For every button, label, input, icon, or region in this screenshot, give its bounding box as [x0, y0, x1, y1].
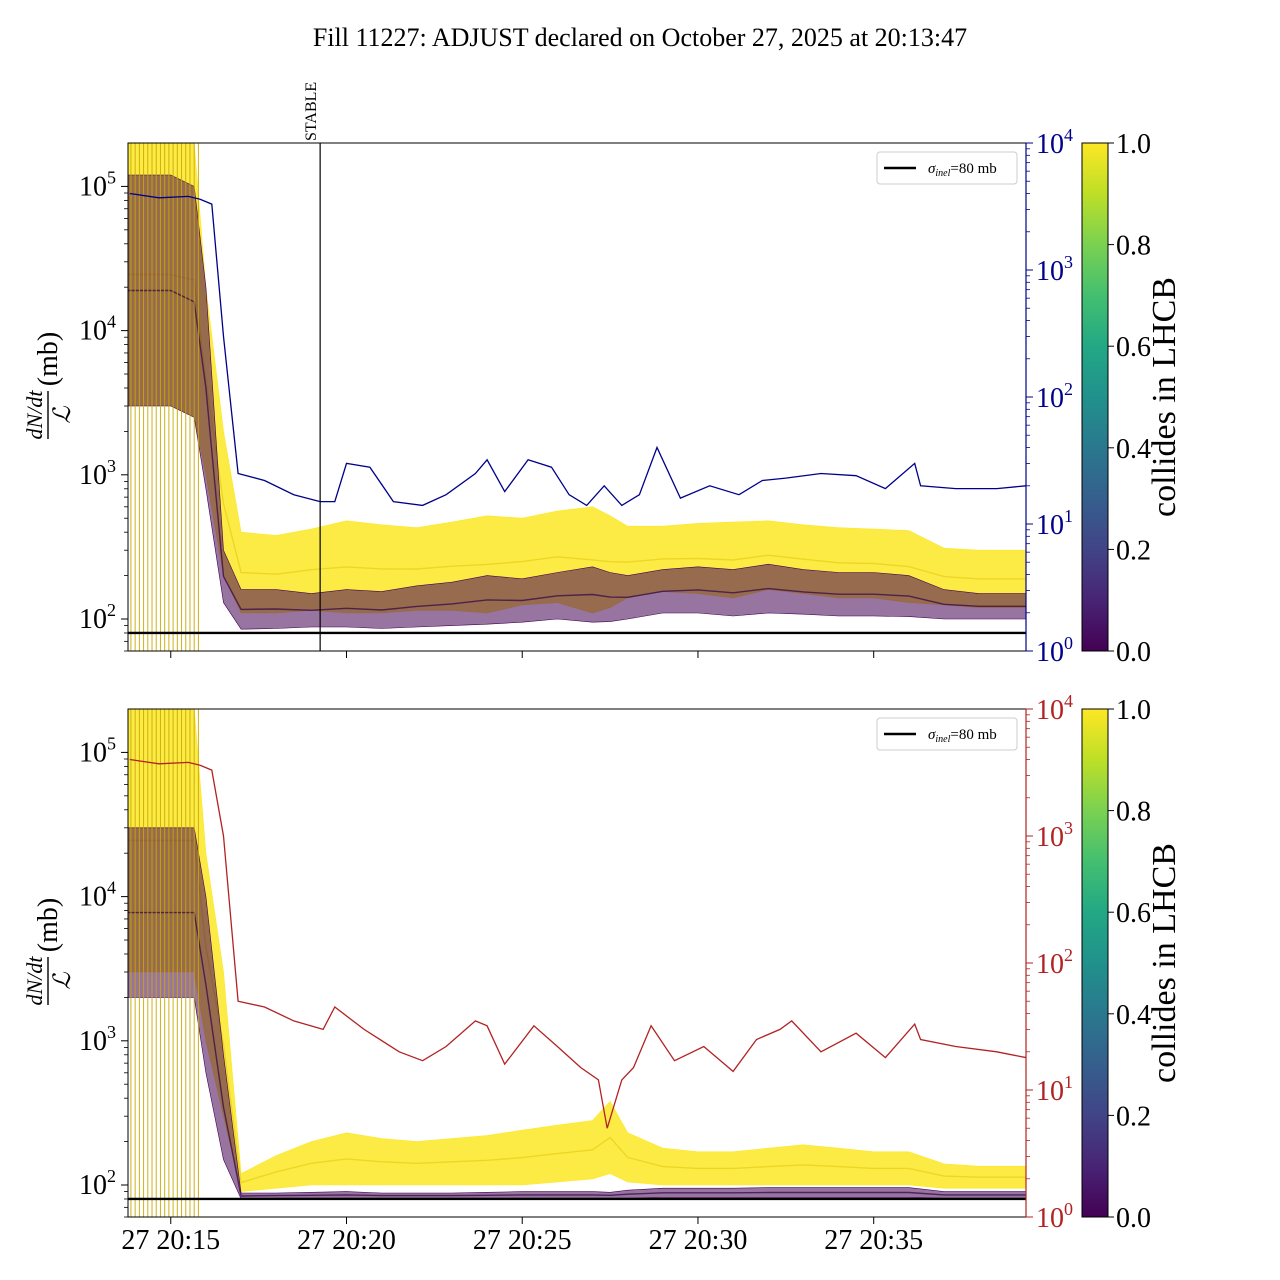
colorbar-tick-label-0-3: 0.6: [1116, 332, 1151, 363]
top-panel: 102 103 104 105 100 101 102 103 104 dN/dt ℒ (mb…: [22, 82, 1183, 668]
bottom-right-axis: 100 101 102 103 104: [1025, 691, 1073, 1234]
top-colorbar-label: collides in LHCB: [1146, 277, 1183, 517]
top-right-axis: 100 101 102 103 104: [1025, 125, 1073, 668]
top-colorbar: 0.0 0.2 0.4 0.6 0.8 1.0 collides in LHCB: [1081, 129, 1183, 668]
top-legend-symbol: σ: [928, 161, 936, 177]
top-ylabel-numerator: dN/dt: [22, 390, 47, 440]
colorbar-tick-label-0-2: 0.4: [1116, 434, 1151, 465]
top-ylabel-denominator: ℒ: [50, 406, 76, 424]
bottom-colorbar: 0.0 0.2 0.4 0.6 0.8 1.0 collides in LHCB: [1081, 695, 1183, 1234]
bottom-legend-text: =80 mb: [950, 727, 996, 743]
x-tick-label-0: 27 20:15: [121, 1225, 220, 1256]
envelope-colliding-1: [128, 709, 1026, 1192]
right-tick-label-1-4: 104: [1036, 691, 1073, 726]
top-legend-box: [876, 151, 1018, 185]
x-tick-label-1: 27 20:20: [297, 1225, 396, 1256]
right-tick-label-1-3: 103: [1036, 818, 1073, 853]
bottom-colorbar-ticks: 0.0 0.2 0.4 0.6 0.8 1.0: [1108, 695, 1151, 1234]
bottom-x-axis: 27 20:15 27 20:20 27 20:25 27 20:30 27 20:35: [121, 1217, 923, 1256]
right-tick-label-1-0: 100: [1036, 1199, 1073, 1234]
bottom-plot-area: [128, 709, 1026, 1217]
bottom-legend-label: σinel=80 mb: [928, 727, 997, 745]
top-legend-label: σinel=80 mb: [928, 161, 997, 179]
bottom-ylabel-denominator: ℒ: [50, 972, 76, 990]
top-ylabel-unit: (mb): [33, 332, 64, 386]
top-colorbar-ticks: 0.0 0.2 0.4 0.6 0.8 1.0: [1108, 129, 1151, 668]
bottom-legend-subscript: inel: [935, 734, 950, 745]
bottom-colorbar-gradient: [1081, 708, 1109, 1218]
right-tick-label-1-2: 102: [1036, 945, 1073, 980]
right-tick-label-0-0: 100: [1036, 633, 1073, 668]
envelope-non-colliding-0: [128, 174, 1026, 630]
x-tick-label-4: 27 20:35: [824, 1225, 923, 1256]
colorbar-tick-label-0-4: 0.8: [1116, 231, 1151, 262]
colorbar-tick-label-1-5: 1.0: [1116, 695, 1151, 726]
left-tick-label-1-3: 105: [79, 733, 116, 768]
right-tick-label-1-1: 101: [1036, 1072, 1073, 1107]
envelope-center-0-0: [128, 273, 1026, 580]
x-tick-label-3: 27 20:30: [649, 1225, 748, 1256]
colorbar-tick-label-0-5: 1.0: [1116, 129, 1151, 160]
bottom-legend-symbol: σ: [928, 727, 936, 743]
left-tick-label-0-3: 105: [79, 167, 116, 202]
left-tick-label-1-0: 102: [79, 1166, 116, 1201]
envelope-center-1-1: [128, 911, 1026, 1197]
top-x-axis: [170, 651, 875, 658]
bottom-ylabel-unit: (mb): [33, 898, 64, 952]
x-tick-label-2: 27 20:25: [473, 1225, 572, 1256]
left-tick-label-0-1: 103: [79, 456, 116, 491]
left-tick-label-0-2: 104: [79, 312, 116, 347]
top-left-axis: 102 103 104 105: [79, 167, 128, 652]
colorbar-tick-label-0-0: 0.0: [1116, 637, 1151, 668]
bottom-left-axis: 102 103 104 105: [79, 733, 128, 1218]
colorbar-tick-label-1-4: 0.8: [1116, 797, 1151, 828]
colorbar-tick-label-0-1: 0.2: [1116, 535, 1151, 566]
envelope-center-0-1: [128, 839, 1026, 1184]
left-tick-label-0-0: 102: [79, 600, 116, 635]
right-tick-label-0-3: 103: [1036, 252, 1073, 287]
colorbar-tick-label-1-0: 0.0: [1116, 1203, 1151, 1234]
bottom-y-axis-label: dN/dt ℒ (mb): [22, 898, 76, 1006]
left-tick-label-1-1: 103: [79, 1022, 116, 1057]
bottom-legend-box: [876, 717, 1018, 751]
top-legend-text: =80 mb: [950, 161, 996, 177]
stable-vline-label: STABLE: [303, 82, 320, 141]
bottom-legend: σinel=80 mb: [876, 717, 1018, 751]
figure-title: Fill 11227: ADJUST declared on October 2…: [313, 23, 967, 52]
bottom-ylabel-numerator: dN/dt: [22, 956, 47, 1006]
bottom-colorbar-label: collides in LHCB: [1146, 843, 1183, 1083]
right-tick-label-0-2: 102: [1036, 379, 1073, 414]
envelope-center-1-0: [128, 289, 1026, 612]
top-colorbar-gradient: [1081, 142, 1109, 652]
top-legend: σinel=80 mb: [876, 151, 1018, 185]
right-tick-label-0-1: 101: [1036, 506, 1073, 541]
top-plot-area: [128, 143, 1026, 651]
top-legend-subscript: inel: [935, 168, 950, 179]
left-tick-label-1-2: 104: [79, 878, 116, 913]
top-y-axis-label: dN/dt ℒ (mb): [22, 332, 76, 440]
right-tick-label-0-4: 104: [1036, 125, 1073, 160]
colorbar-tick-label-1-3: 0.6: [1116, 898, 1151, 929]
envelope-colliding-0: [128, 143, 1026, 614]
colorbar-tick-label-1-2: 0.4: [1116, 1000, 1151, 1031]
colorbar-tick-label-1-1: 0.2: [1116, 1101, 1151, 1132]
right-axis-series-0: [129, 192, 1026, 507]
right-axis-series-1: [129, 758, 1026, 1129]
